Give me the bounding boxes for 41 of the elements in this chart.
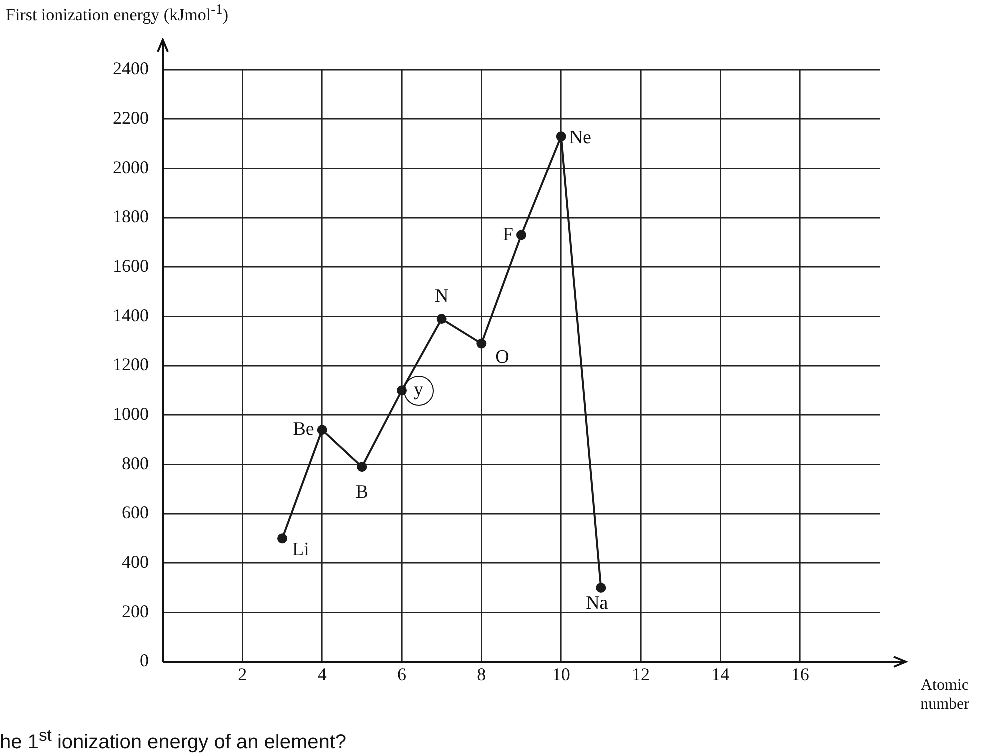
point bbox=[317, 425, 328, 436]
y-tick-label: 2200 bbox=[113, 108, 149, 128]
x-tick-label: 8 bbox=[477, 664, 486, 685]
y-tick-label: 200 bbox=[122, 601, 149, 622]
y-tick-label: 1200 bbox=[113, 354, 149, 375]
x-tick-label: 4 bbox=[318, 664, 327, 685]
annotation: Be bbox=[293, 419, 314, 440]
point bbox=[278, 534, 288, 544]
y-tick-label: 2000 bbox=[113, 157, 149, 178]
y-tick-label: 400 bbox=[122, 552, 149, 572]
y-tick-label: 1600 bbox=[113, 256, 149, 276]
annotation: y bbox=[414, 380, 424, 401]
x-axis-title: Atomic number bbox=[920, 676, 970, 714]
y-tick-label: 1800 bbox=[113, 206, 149, 227]
x-tick-label: 2 bbox=[238, 664, 248, 685]
y-axis-title: First ionization energy (kJmol$^{-1}$) bbox=[6, 2, 229, 26]
annotation: Na bbox=[586, 592, 609, 614]
annotation: B bbox=[356, 482, 369, 504]
annotation: F bbox=[502, 224, 514, 246]
annotation: O bbox=[496, 346, 510, 368]
y-tick-label: 600 bbox=[122, 502, 149, 523]
point bbox=[596, 583, 606, 593]
annotation: Ne bbox=[569, 128, 592, 149]
x-tick-label: 10 bbox=[552, 664, 570, 685]
point bbox=[556, 132, 566, 142]
y-tick-label: 1400 bbox=[113, 305, 149, 326]
x-tick-label: 14 bbox=[712, 664, 730, 685]
y-tick-label: 2400 bbox=[113, 58, 149, 79]
point bbox=[476, 338, 487, 349]
text: he 1$^{st}$ ionization energy of an element? bbox=[0, 726, 347, 753]
annotation: N bbox=[434, 286, 449, 308]
point bbox=[516, 230, 526, 240]
y-tick-label: 0 bbox=[140, 650, 149, 671]
x-tick-label: 16 bbox=[791, 664, 810, 685]
y-tick-label: 800 bbox=[122, 453, 149, 474]
x-tick-label: 6 bbox=[398, 664, 406, 685]
y-tick-label: 1000 bbox=[113, 404, 149, 424]
x-tick-label: 12 bbox=[632, 664, 650, 685]
annotation: Li bbox=[292, 540, 310, 561]
point bbox=[436, 314, 447, 324]
point bbox=[357, 462, 368, 472]
